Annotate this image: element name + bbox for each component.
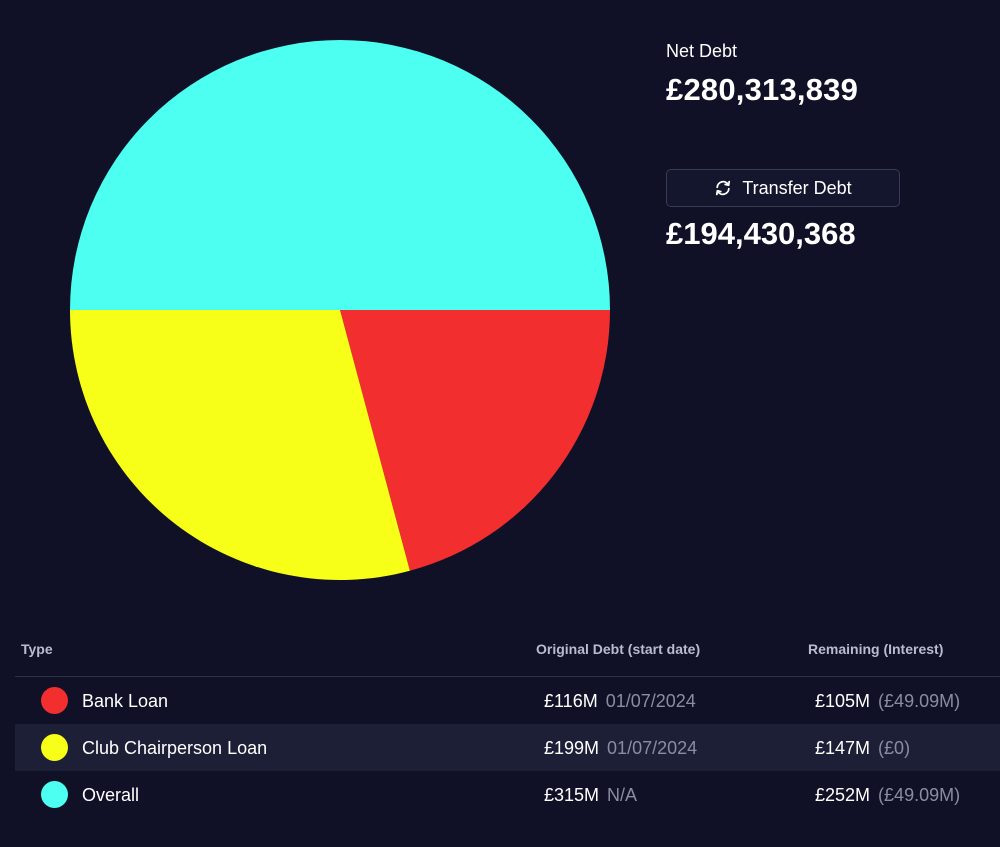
row-interest: (£49.09M) bbox=[878, 785, 961, 805]
header-type: Type bbox=[21, 641, 53, 657]
transfer-debt-label: Transfer Debt bbox=[742, 177, 852, 198]
row-remaining: £252M (£49.09M) bbox=[815, 784, 960, 806]
transfer-debt-button[interactable]: Transfer Debt bbox=[666, 169, 900, 207]
net-debt-label: Net Debt bbox=[666, 41, 738, 61]
row-original-amount: £116M bbox=[544, 691, 598, 711]
pie-slice-bank-loan bbox=[340, 310, 610, 571]
row-original: £315M N/A bbox=[544, 784, 637, 806]
row-original-amount: £315M bbox=[544, 785, 600, 805]
header-remaining: Remaining (Interest) bbox=[808, 641, 944, 657]
debt-pie-chart bbox=[70, 40, 610, 581]
chairperson-loan-color-dot bbox=[41, 734, 68, 761]
row-start-date: N/A bbox=[607, 785, 638, 805]
transfer-debt-value: £194,430,368 bbox=[666, 216, 856, 251]
row-remaining: £147M (£0) bbox=[815, 737, 910, 759]
row-interest: (£49.09M) bbox=[878, 691, 961, 711]
debt-table: Type Original Debt (start date) Remainin… bbox=[15, 630, 1000, 818]
table-header: Type Original Debt (start date) Remainin… bbox=[15, 630, 1000, 677]
row-remaining-amount: £252M bbox=[815, 785, 871, 805]
row-original: £116M 01/07/2024 bbox=[544, 690, 696, 712]
pie-slice-overall bbox=[70, 40, 610, 310]
row-interest: (£0) bbox=[878, 738, 911, 758]
overall-color-dot bbox=[41, 781, 68, 808]
pie-slice-club-chairperson-loan bbox=[70, 310, 410, 581]
row-remaining-amount: £105M bbox=[815, 691, 871, 711]
bank-loan-color-dot bbox=[41, 687, 68, 714]
table-row: Bank Loan £116M 01/07/2024 £105M (£49.09M) bbox=[15, 677, 1000, 724]
row-original: £199M 01/07/2024 bbox=[544, 737, 697, 759]
row-type: Club Chairperson Loan bbox=[82, 738, 268, 758]
row-remaining: £105M (£49.09M) bbox=[815, 690, 960, 712]
row-original-amount: £199M bbox=[544, 738, 600, 758]
row-type: Overall bbox=[82, 785, 140, 805]
table-row: Overall £315M N/A £252M (£49.09M) bbox=[15, 771, 1000, 818]
row-remaining-amount: £147M bbox=[815, 738, 871, 758]
row-start-date: 01/07/2024 bbox=[607, 738, 698, 758]
refresh-icon bbox=[714, 179, 732, 197]
table-row: Club Chairperson Loan £199M 01/07/2024 £1… bbox=[15, 724, 1000, 771]
row-start-date: 01/07/2024 bbox=[605, 691, 696, 711]
net-debt-value: £280,313,839 bbox=[666, 72, 859, 107]
header-original-debt: Original Debt (start date) bbox=[536, 641, 701, 657]
row-type: Bank Loan bbox=[82, 691, 169, 711]
debt-summary: Net Debt £280,313,839 Transfer Debt £194… bbox=[666, 40, 986, 251]
